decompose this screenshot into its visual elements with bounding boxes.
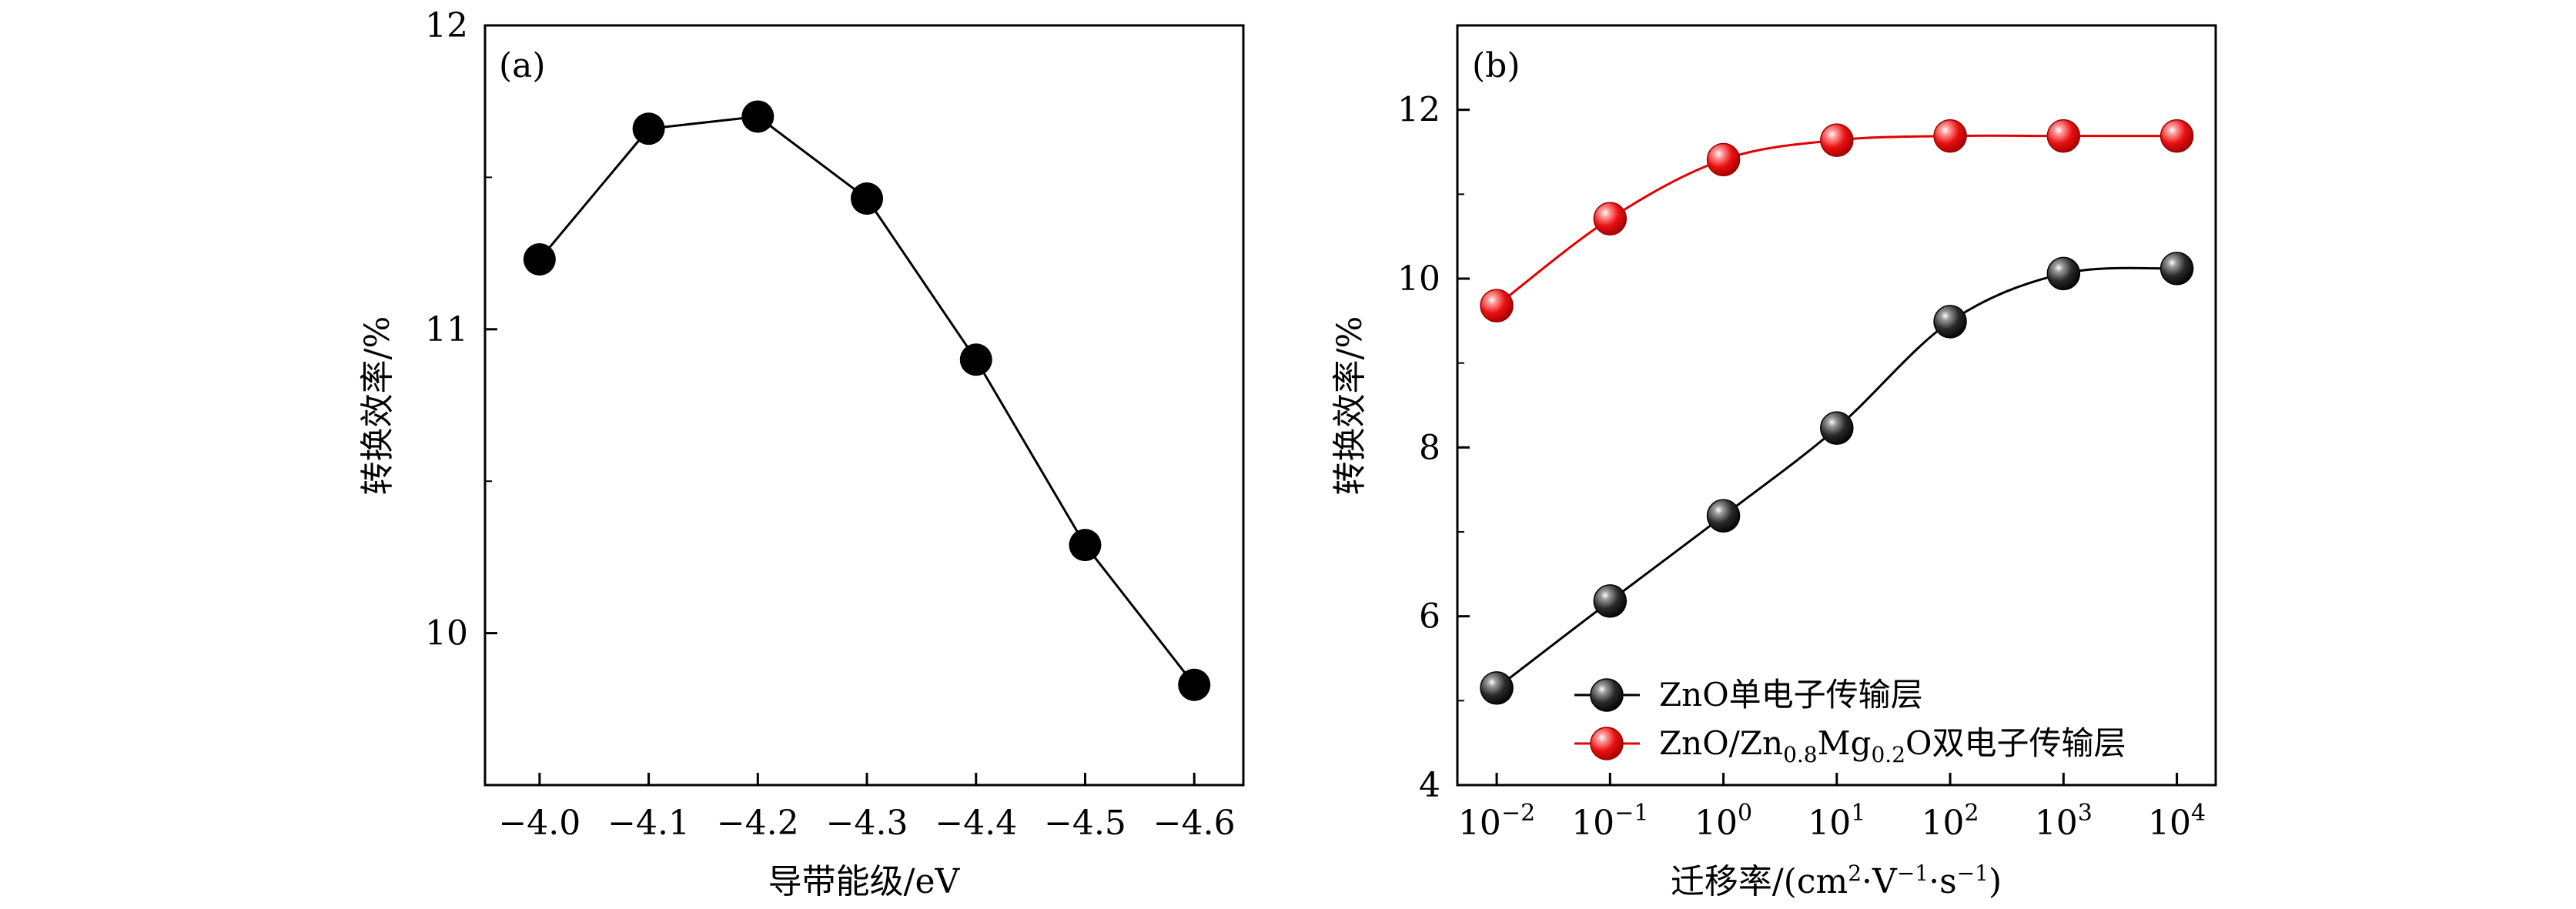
y-axis-a: 10 11 12 <box>425 6 497 653</box>
y-tick-label-b: 4 <box>1419 766 1440 805</box>
data-point-b-0 <box>1480 671 1514 705</box>
x-tick-label-b: 100 <box>1694 800 1752 843</box>
data-point-b-0 <box>2046 256 2081 291</box>
panel-b: (b) 10−2 10−1 100 101 102 103 104 4 6 8 10 12 ZnO单… <box>1330 24 2217 901</box>
data-point-a <box>1069 529 1102 562</box>
data-point-a <box>523 242 556 276</box>
x-tick-label-a: −4.1 <box>607 804 690 843</box>
xlabel-sup: 2 <box>1848 861 1862 886</box>
x-tick-label-a: −4.3 <box>826 804 908 843</box>
y-tick-label-a: 12 <box>425 6 468 45</box>
x-axis-b: 10−2 10−1 100 101 102 103 104 <box>1458 773 2206 843</box>
y-axis-title-a: 转换效率/% <box>358 316 397 496</box>
x-tick-label-b: 104 <box>2148 800 2206 843</box>
xlabel-part: 迁移率/(cm <box>1671 862 1848 901</box>
x-tick-label-b: 103 <box>2035 800 2093 843</box>
plot-frame-a <box>483 24 1245 787</box>
data-point-a <box>1178 668 1211 701</box>
legend-label-zno-single: ZnO单电子传输层 <box>1659 676 1923 713</box>
series-line-b-0 <box>1496 266 2177 690</box>
legend-b: ZnO单电子传输层 ZnO/Zn0.8Mg0.2O双电子传输层 <box>1574 676 2126 767</box>
data-point-b-0 <box>2159 252 2194 286</box>
legend-part: ZnO/Zn <box>1659 724 1783 762</box>
x-axis-a: −4.0 −4.1 −4.2 −4.3 −4.4 −4.5 −4.6 <box>498 773 1236 843</box>
data-point-b-1 <box>1593 202 1628 236</box>
data-point-b-0 <box>1706 499 1741 533</box>
series-a <box>523 100 1211 701</box>
xlabel-part: ) <box>1989 862 2002 901</box>
legend-part-sub: 0.2 <box>1871 742 1905 767</box>
x-axis-title-a: 导带能级/eV <box>768 862 961 901</box>
panel-label-b: (b) <box>1472 46 1521 85</box>
legend-part: Mg <box>1818 724 1872 762</box>
y-tick-label-b: 6 <box>1419 597 1440 637</box>
panel-a: (a) −4.0 −4.1 −4.2 −4.3 −4.4 −4.5 −4.6 101112 … <box>358 6 1245 901</box>
y-tick-label-a: 11 <box>425 310 468 349</box>
legend-label-zno-double: ZnO/Zn0.8Mg0.2O双电子传输层 <box>1659 724 2126 767</box>
data-point-b-1 <box>2046 119 2081 153</box>
x-tick-label-b: 10−1 <box>1571 800 1648 843</box>
y-tick-label-b: 8 <box>1419 428 1440 467</box>
y-tick-label-b: 12 <box>1397 91 1440 130</box>
panel-label-a: (a) <box>499 46 546 85</box>
x-tick-label-a: −4.2 <box>717 804 799 843</box>
y-tick-label-a: 10 <box>425 614 468 653</box>
x-tick-label-a: −4.0 <box>498 804 580 843</box>
x-axis-title-b: 迁移率/(cm2·V−1·s−1) <box>1671 861 2002 901</box>
data-point-b-0 <box>1933 305 1967 339</box>
x-tick-label-a: −4.4 <box>935 804 1017 843</box>
data-point-a <box>632 112 665 145</box>
x-tick-label-a: −4.5 <box>1044 804 1126 843</box>
xlabel-sup: −1 <box>1957 861 1989 886</box>
xlabel-sup: −1 <box>1897 861 1929 886</box>
legend-part: O双电子传输层 <box>1905 724 2126 762</box>
x-tick-label-b: 102 <box>1922 800 1979 843</box>
legend-item-zno-double: ZnO/Zn0.8Mg0.2O双电子传输层 <box>1574 724 2126 767</box>
data-point-a <box>959 343 992 376</box>
legend-item-zno-single: ZnO单电子传输层 <box>1574 676 1923 713</box>
x-tick-label-b: 101 <box>1808 800 1865 843</box>
data-point-b-1 <box>1933 119 1967 153</box>
legend-part-sub: 0.8 <box>1783 742 1818 767</box>
x-tick-label-a: −4.6 <box>1153 804 1236 843</box>
x-tick-label-b: 10−2 <box>1458 800 1535 843</box>
data-point-b-1 <box>1480 289 1514 322</box>
data-point-b-0 <box>1820 411 1854 445</box>
y-axis-title-b: 转换效率/% <box>1330 316 1370 496</box>
data-point-a <box>851 182 884 216</box>
data-point-b-1 <box>2159 119 2194 153</box>
data-point-a <box>741 100 774 133</box>
data-point-b-1 <box>1706 142 1741 177</box>
data-point-b-0 <box>1593 584 1628 618</box>
xlabel-part: ·s <box>1929 862 1957 901</box>
y-tick-label-b: 10 <box>1397 259 1440 299</box>
data-point-b-1 <box>1820 123 1854 157</box>
y-axis-b: 4 6 8 10 12 <box>1397 91 1470 805</box>
series-b <box>1480 119 2194 705</box>
xlabel-part: ·V <box>1862 862 1898 901</box>
